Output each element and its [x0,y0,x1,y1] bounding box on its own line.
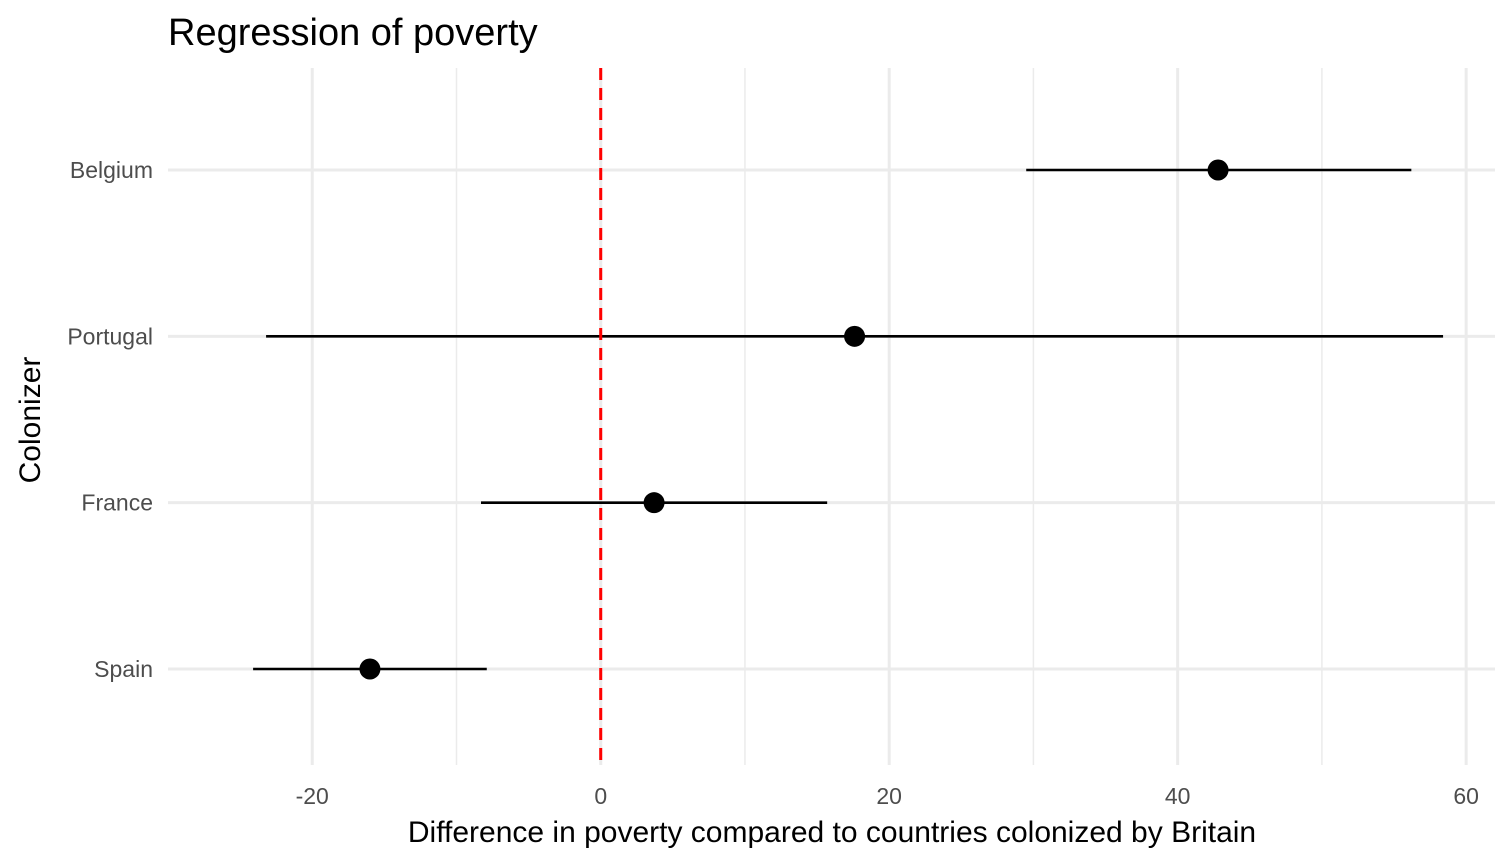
y-tick-label-belgium: Belgium [70,157,153,183]
y-tick-label-portugal: Portugal [67,323,153,349]
y-tick-label-france: France [81,490,153,516]
x-tick-label: 40 [1165,783,1191,809]
estimate-point-spain [359,658,381,680]
estimate-point-belgium [1207,159,1229,181]
x-tick-label: 20 [876,783,902,809]
error-bars [253,168,1444,671]
estimate-points [359,159,1229,680]
x-tick-label: -20 [296,783,329,809]
x-tick-label: 0 [594,783,607,809]
x-tick-label: 60 [1453,783,1479,809]
x-axis-title: Difference in poverty compared to countr… [408,816,1256,849]
estimate-point-france [643,492,665,514]
y-axis-title: Colonizer [14,357,47,484]
y-axis-ticks: Belgium Portugal France Spain [67,157,153,682]
y-tick-label-spain: Spain [94,656,153,682]
estimate-point-portugal [844,325,866,347]
x-axis-ticks: -20 0 20 40 60 [296,783,1479,809]
chart-title: Regression of poverty [168,12,538,54]
